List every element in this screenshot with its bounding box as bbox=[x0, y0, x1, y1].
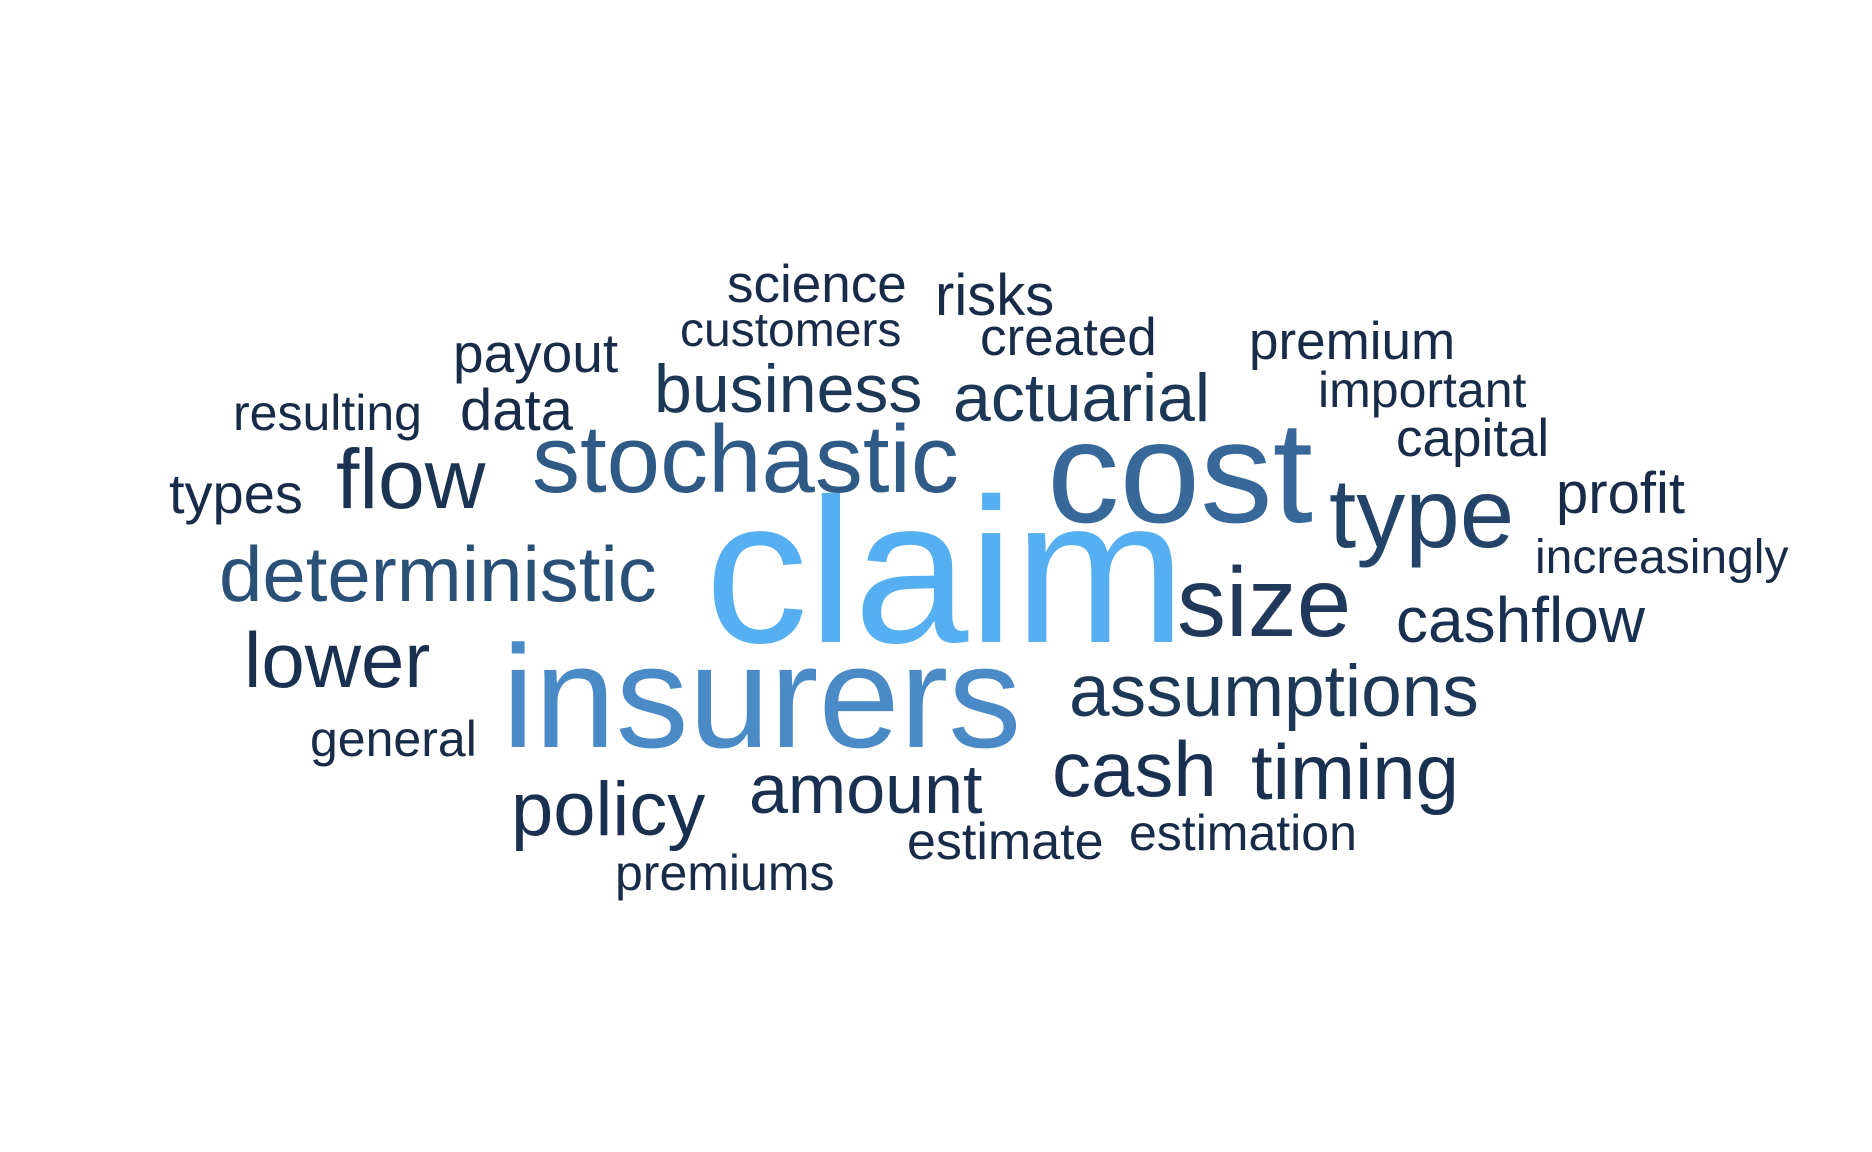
word-general: general bbox=[310, 714, 477, 764]
word-estimate: estimate bbox=[907, 816, 1104, 868]
word-customers: customers bbox=[680, 307, 901, 355]
word-risks: risks bbox=[935, 267, 1054, 325]
word-business: business bbox=[654, 355, 922, 423]
word-policy: policy bbox=[511, 772, 705, 848]
word-data: data bbox=[460, 382, 573, 440]
word-increasingly: increasingly bbox=[1535, 534, 1788, 582]
word-capital: capital bbox=[1396, 412, 1549, 465]
word-lower: lower bbox=[244, 621, 430, 699]
word-assumptions: assumptions bbox=[1069, 655, 1479, 728]
word-cashflow: cashflow bbox=[1396, 588, 1645, 652]
word-size: size bbox=[1177, 553, 1351, 651]
word-premiums: premiums bbox=[615, 848, 834, 898]
word-deterministic: deterministic bbox=[219, 535, 657, 613]
word-types: types bbox=[169, 466, 303, 522]
word-insurers: insurers bbox=[502, 624, 1021, 770]
word-actuarial: actuarial bbox=[953, 364, 1210, 432]
word-important: important bbox=[1318, 365, 1526, 415]
word-type: type bbox=[1329, 464, 1514, 562]
word-payout: payout bbox=[453, 326, 618, 381]
word-profit: profit bbox=[1556, 465, 1685, 523]
word-timing: timing bbox=[1251, 733, 1459, 811]
word-cash: cash bbox=[1052, 730, 1217, 808]
word-estimation: estimation bbox=[1129, 808, 1357, 858]
word-resulting: resulting bbox=[233, 388, 422, 438]
word-flow: flow bbox=[336, 437, 485, 521]
word-premium: premium bbox=[1249, 315, 1455, 368]
